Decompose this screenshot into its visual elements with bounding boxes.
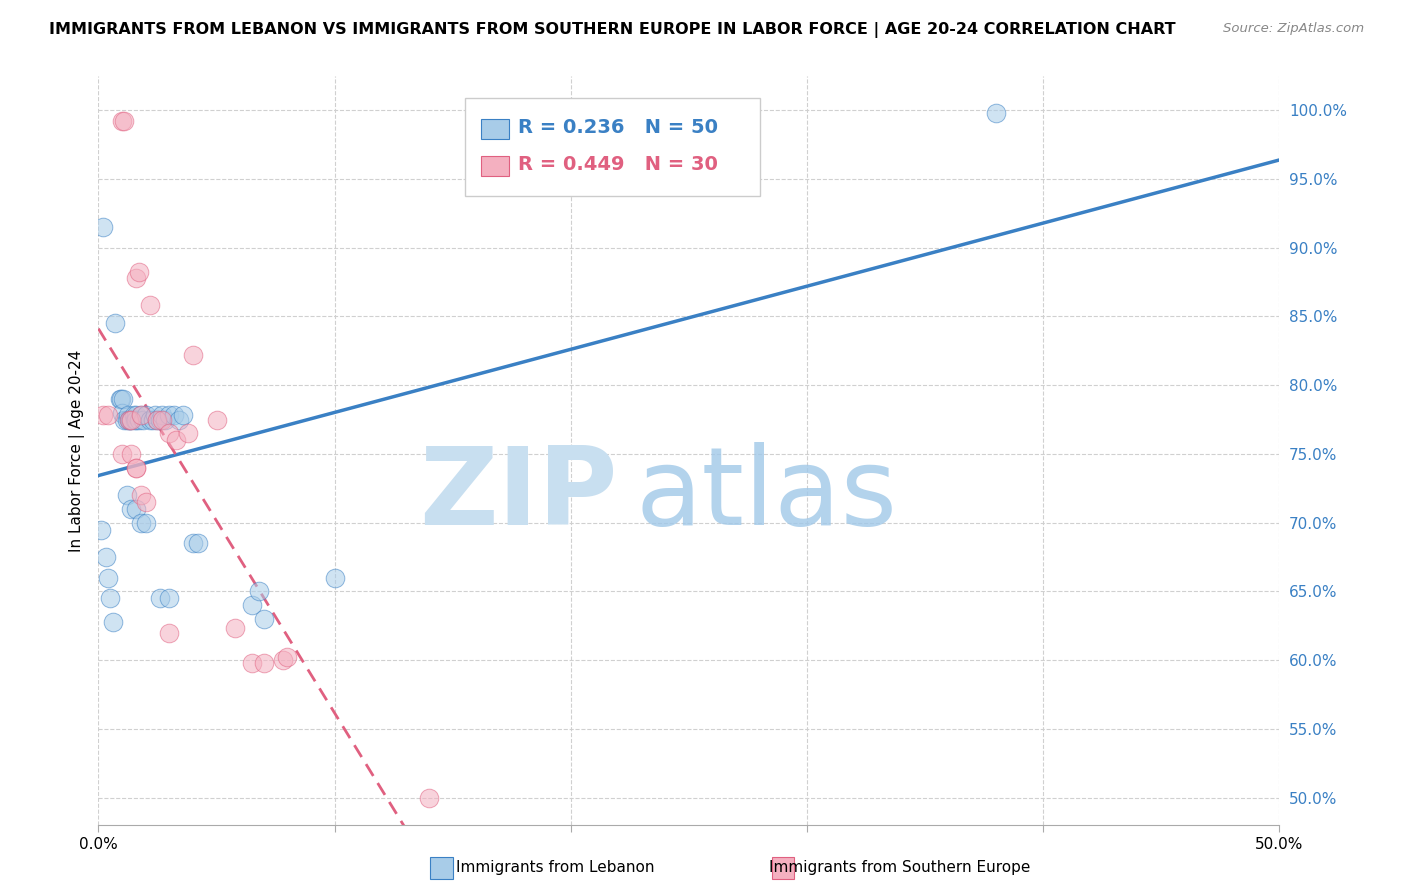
Text: ZIP: ZIP	[419, 442, 619, 549]
Point	[94, 549, 117, 564]
Point	[418, 790, 440, 805]
Point	[97, 571, 120, 585]
Point	[135, 409, 157, 423]
Text: R = 0.236   N = 50: R = 0.236 N = 50	[517, 118, 717, 137]
Point	[125, 412, 148, 426]
Point	[139, 412, 162, 426]
Point	[240, 656, 263, 670]
Point	[110, 392, 132, 406]
Point	[172, 409, 194, 423]
Point	[247, 584, 270, 599]
Point	[91, 220, 114, 235]
Point	[122, 409, 145, 423]
Point	[120, 412, 142, 426]
Point	[157, 409, 180, 423]
Point	[323, 571, 346, 585]
Point	[125, 502, 148, 516]
Point	[253, 612, 276, 626]
Point	[121, 447, 143, 461]
Point	[128, 265, 150, 279]
Point	[108, 392, 131, 406]
Point	[146, 412, 169, 426]
Point	[129, 488, 152, 502]
Text: atlas: atlas	[636, 442, 898, 549]
Point	[150, 412, 173, 426]
Point	[125, 460, 148, 475]
Text: R = 0.449   N = 30: R = 0.449 N = 30	[517, 155, 717, 175]
Point	[111, 114, 134, 128]
Point	[125, 409, 148, 423]
Point	[149, 591, 172, 606]
Point	[125, 460, 148, 475]
Text: Immigrants from Lebanon: Immigrants from Lebanon	[456, 860, 655, 874]
Text: Source: ZipAtlas.com: Source: ZipAtlas.com	[1223, 22, 1364, 36]
Point	[135, 516, 157, 530]
Point	[128, 412, 150, 426]
Point	[118, 412, 141, 426]
Point	[117, 409, 139, 423]
Point	[98, 591, 121, 606]
Point	[139, 298, 162, 312]
Point	[125, 271, 148, 285]
FancyBboxPatch shape	[481, 156, 509, 177]
Point	[124, 412, 146, 426]
Point	[181, 536, 204, 550]
Point	[112, 392, 135, 406]
Text: Immigrants from Southern Europe: Immigrants from Southern Europe	[769, 860, 1031, 874]
Point	[135, 495, 157, 509]
FancyBboxPatch shape	[481, 119, 509, 139]
Point	[157, 426, 180, 441]
Point	[984, 106, 1007, 120]
Point	[115, 412, 138, 426]
Y-axis label: In Labor Force | Age 20-24: In Labor Force | Age 20-24	[69, 350, 84, 551]
Point	[167, 412, 190, 426]
Point	[163, 409, 186, 423]
Point	[90, 523, 112, 537]
Point	[240, 598, 263, 612]
Point	[129, 409, 152, 423]
Point	[146, 412, 169, 426]
Point	[97, 409, 120, 423]
Point	[253, 656, 276, 670]
Point	[157, 591, 180, 606]
Point	[165, 433, 187, 447]
Point	[129, 409, 152, 423]
FancyBboxPatch shape	[464, 98, 759, 195]
Point	[276, 650, 298, 665]
Point	[129, 516, 152, 530]
Point	[224, 622, 246, 636]
Point	[101, 615, 124, 629]
Point	[149, 412, 172, 426]
Point	[121, 412, 143, 426]
Point	[150, 409, 173, 423]
Point	[118, 412, 141, 426]
Point	[104, 316, 127, 330]
Point	[157, 625, 180, 640]
Point	[132, 412, 155, 426]
Text: IMMIGRANTS FROM LEBANON VS IMMIGRANTS FROM SOUTHERN EUROPE IN LABOR FORCE | AGE : IMMIGRANTS FROM LEBANON VS IMMIGRANTS FR…	[49, 22, 1175, 38]
Point	[112, 412, 135, 426]
Point	[142, 412, 165, 426]
Point	[115, 488, 138, 502]
Point	[111, 447, 134, 461]
Point	[205, 412, 228, 426]
Point	[177, 426, 200, 441]
Point	[112, 114, 135, 128]
Point	[121, 412, 143, 426]
Point	[181, 348, 204, 362]
Point	[121, 502, 143, 516]
FancyBboxPatch shape	[772, 857, 794, 879]
Point	[91, 409, 114, 423]
FancyBboxPatch shape	[430, 857, 453, 879]
Point	[111, 406, 134, 420]
Point	[143, 409, 166, 423]
Point	[153, 412, 176, 426]
Point	[271, 653, 294, 667]
Point	[187, 536, 209, 550]
